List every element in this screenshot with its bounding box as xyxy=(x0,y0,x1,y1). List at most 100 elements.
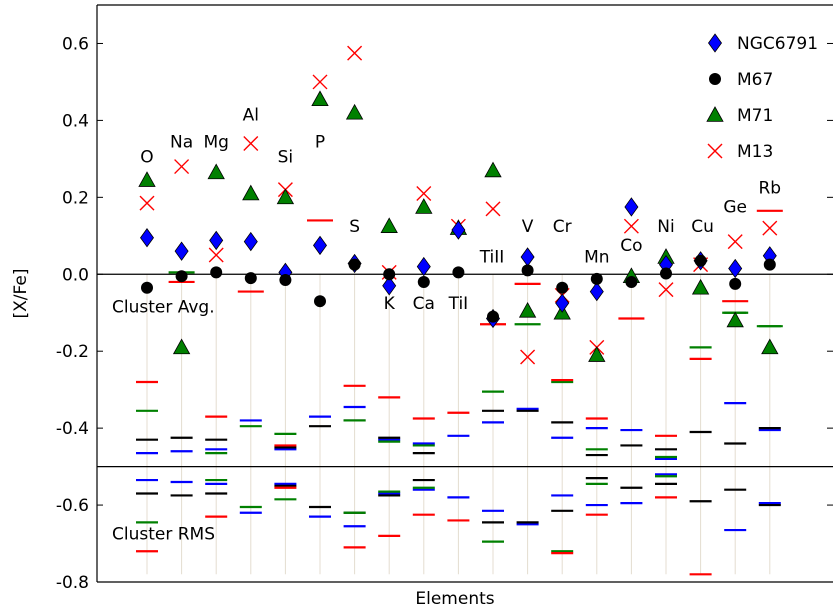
m71-point xyxy=(276,188,295,205)
legend-label: M13 xyxy=(737,142,773,162)
m71-point xyxy=(138,171,156,187)
m13-point-stroke xyxy=(416,185,432,201)
element-labels: O Na Mg Al Si P S K Ca TiI TiII V Cr Mn Co Ni Cu Ge Rb xyxy=(140,105,781,313)
ngc6791-point xyxy=(520,247,535,267)
m71-point xyxy=(172,338,191,355)
element-label: Mg xyxy=(203,132,228,152)
legend-label: M67 xyxy=(737,70,773,90)
element-label: Ni xyxy=(657,217,674,237)
axes: -0.8 -0.6 -0.4 -0.2 0.0 0.2 0.4 0.6 xyxy=(56,4,833,593)
m71-point xyxy=(588,346,606,362)
ngc6791-point xyxy=(624,197,639,217)
m67-point xyxy=(279,274,292,287)
m67-point xyxy=(590,272,603,285)
legend-label: M71 xyxy=(737,106,773,126)
ngc6791-point xyxy=(589,281,604,302)
y-axis-title: [X/Fe] xyxy=(11,269,31,319)
m67-point xyxy=(244,272,257,285)
element-guide-lines xyxy=(146,274,771,575)
ngc6791-point xyxy=(416,256,431,277)
m13-point-stroke xyxy=(312,74,328,90)
rms-lines xyxy=(136,311,781,576)
m71-point xyxy=(518,301,537,318)
element-label: Na xyxy=(170,132,193,152)
m67-point xyxy=(383,268,396,281)
m71-point xyxy=(761,338,779,355)
m13-point xyxy=(762,220,778,236)
m13-point-stroke xyxy=(658,282,674,298)
m13-point xyxy=(623,218,639,234)
element-label: P xyxy=(315,132,325,152)
m67-point xyxy=(521,264,534,277)
y-tick-label: -0.2 xyxy=(56,342,89,362)
y-tick-label: -0.8 xyxy=(56,573,89,593)
element-label: Ca xyxy=(413,294,435,314)
m71-point xyxy=(691,278,710,295)
ngc6791-point xyxy=(382,276,397,296)
x-axis-title: Elements xyxy=(415,589,494,608)
m67-point xyxy=(660,267,672,280)
m13-point-stroke xyxy=(520,349,536,365)
m13-point xyxy=(347,45,363,61)
ngc6791-point xyxy=(728,258,743,279)
y-tick-label: 0.6 xyxy=(62,34,89,54)
m67-point xyxy=(452,266,465,279)
m67-point xyxy=(417,275,430,288)
element-label: TiI xyxy=(448,294,469,314)
element-label: TiII xyxy=(479,248,505,268)
m13-point-stroke xyxy=(727,234,743,250)
cluster-rms-annotation: Cluster RMS xyxy=(112,525,215,545)
data-points xyxy=(138,45,779,365)
m67-point xyxy=(625,275,638,288)
element-label: Cr xyxy=(553,217,572,237)
m13-point xyxy=(707,143,723,159)
m13-point xyxy=(416,185,432,201)
m13-point-stroke xyxy=(208,247,224,263)
ngc6791-point xyxy=(140,228,154,248)
m71-point xyxy=(345,103,364,120)
m71-point xyxy=(380,217,398,233)
cluster-avg-annotation: Cluster Avg. xyxy=(112,298,215,318)
m71-point xyxy=(207,163,225,180)
ngc6791-point xyxy=(313,235,327,256)
element-label: Al xyxy=(243,105,259,125)
m13-point-stroke xyxy=(139,195,155,211)
m13-point xyxy=(174,159,190,175)
m71-point xyxy=(311,90,329,107)
ngc6791-point xyxy=(555,293,570,313)
m13-point-stroke xyxy=(762,220,778,236)
m13-point xyxy=(727,234,743,250)
m71-point xyxy=(706,106,724,122)
ngc6791-point xyxy=(451,220,466,240)
m71-point xyxy=(484,161,502,178)
m13-point xyxy=(243,135,259,151)
m13-point-stroke xyxy=(623,218,639,234)
ngc6791-point xyxy=(174,241,189,261)
ngc6791-point xyxy=(243,231,258,252)
m67-point xyxy=(556,281,569,294)
y-tick-label: 0.2 xyxy=(62,188,89,208)
y-tick-label: 0.0 xyxy=(62,265,89,285)
y-tick-label: -0.6 xyxy=(56,496,89,516)
m67-point xyxy=(729,277,742,290)
m71-point xyxy=(415,198,433,214)
element-label: V xyxy=(522,217,534,237)
element-label: Cu xyxy=(691,217,714,237)
m13-point-stroke xyxy=(174,159,190,175)
m71-point xyxy=(726,311,744,328)
m13-point xyxy=(139,195,155,211)
element-label: Ge xyxy=(723,198,747,218)
m71-point xyxy=(242,184,260,201)
legend-label: NGC6791 xyxy=(737,34,818,54)
m67-point xyxy=(210,266,223,279)
m13-point xyxy=(658,282,674,298)
m67-point xyxy=(175,270,188,283)
element-label: K xyxy=(384,294,396,314)
m13-point xyxy=(520,349,536,365)
m67-point xyxy=(141,281,153,294)
m13-point-stroke xyxy=(347,45,363,61)
m13-point-stroke xyxy=(243,135,259,151)
m13-point xyxy=(208,247,224,263)
